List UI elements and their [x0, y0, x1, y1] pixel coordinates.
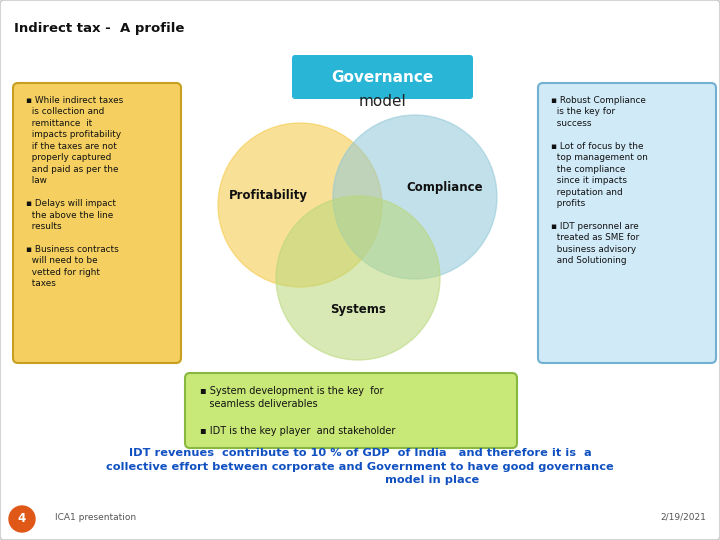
Text: ▪ While indirect taxes
  is collection and
  remittance  it
  impacts profitabil: ▪ While indirect taxes is collection and…: [26, 96, 123, 288]
FancyBboxPatch shape: [538, 83, 716, 363]
Circle shape: [276, 196, 440, 360]
Circle shape: [218, 123, 382, 287]
Text: Compliance: Compliance: [407, 180, 483, 193]
Text: 4: 4: [18, 512, 26, 525]
Text: Governance: Governance: [331, 70, 433, 84]
Circle shape: [9, 506, 35, 532]
Text: Profitability: Profitability: [228, 188, 307, 201]
Text: 2/19/2021: 2/19/2021: [660, 512, 706, 522]
Text: Indirect tax -  A profile: Indirect tax - A profile: [14, 22, 184, 35]
Text: Systems: Systems: [330, 303, 386, 316]
Text: IDT revenues  contribute to 10 % of GDP  of India   and therefore it is  a
colle: IDT revenues contribute to 10 % of GDP o…: [106, 448, 614, 485]
Text: model: model: [359, 94, 406, 110]
Text: ICA1 presentation: ICA1 presentation: [55, 512, 136, 522]
FancyBboxPatch shape: [185, 373, 517, 448]
FancyBboxPatch shape: [292, 55, 473, 99]
FancyBboxPatch shape: [13, 83, 181, 363]
Text: ▪ Robust Compliance
  is the key for
  success

▪ Lot of focus by the
  top mana: ▪ Robust Compliance is the key for succe…: [551, 96, 648, 265]
Circle shape: [333, 115, 497, 279]
Text: ▪ System development is the key  for
   seamless deliverables

▪ IDT is the key : ▪ System development is the key for seam…: [200, 386, 395, 436]
